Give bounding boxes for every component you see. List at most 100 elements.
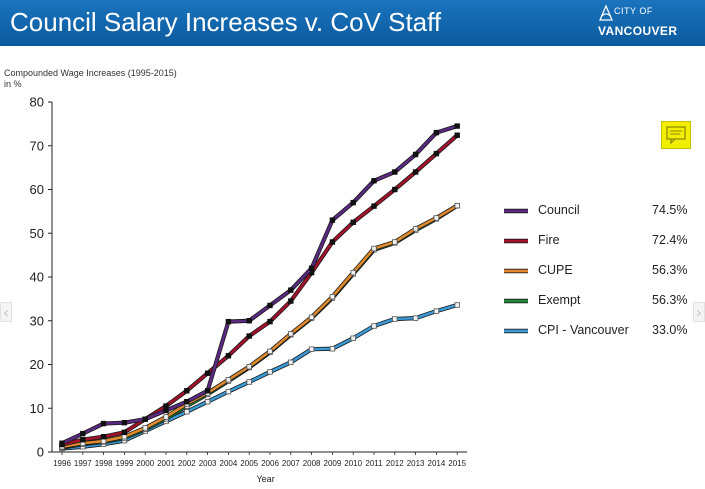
data-point-council bbox=[246, 318, 252, 324]
data-point-cupe bbox=[371, 245, 377, 252]
x-axis-label: Year bbox=[257, 474, 275, 484]
legend-value-fire: 72.4% bbox=[652, 233, 688, 247]
data-point-cpi-vancouver bbox=[433, 308, 440, 314]
x-tick-label: 2012 bbox=[386, 459, 404, 468]
x-tick-label: 2013 bbox=[407, 459, 425, 468]
data-point-fire bbox=[121, 429, 128, 436]
legend-swatch-fire bbox=[504, 238, 528, 244]
x-tick-label: 2014 bbox=[428, 459, 446, 468]
data-point-cpi-vancouver bbox=[329, 346, 336, 352]
data-point-council bbox=[204, 388, 211, 394]
data-point-council bbox=[350, 199, 356, 206]
legend-swatch-cupe bbox=[504, 268, 528, 274]
data-point-council bbox=[142, 416, 148, 422]
x-tick-label: 2001 bbox=[157, 459, 175, 468]
y-tick-label: 0 bbox=[37, 445, 44, 460]
series-line-outline-cupe bbox=[61, 203, 459, 449]
data-point-cupe bbox=[308, 314, 315, 320]
data-point-cupe bbox=[121, 433, 128, 440]
series-line-fire bbox=[61, 134, 459, 446]
x-tick-label: 2007 bbox=[282, 459, 300, 468]
data-point-council bbox=[308, 265, 315, 271]
data-point-council bbox=[163, 407, 169, 414]
data-point-cupe bbox=[454, 202, 460, 209]
y-tick-label: 70 bbox=[30, 138, 44, 153]
data-point-council bbox=[454, 123, 460, 129]
x-tick-label: 2011 bbox=[365, 459, 383, 468]
y-tick-label: 30 bbox=[30, 313, 44, 328]
city-crest-icon bbox=[599, 4, 613, 21]
data-point-cupe bbox=[288, 331, 294, 337]
data-point-council bbox=[288, 287, 294, 293]
data-point-council bbox=[80, 430, 86, 437]
data-point-cpi-vancouver bbox=[225, 388, 232, 395]
legend-label-fire: Fire bbox=[538, 233, 560, 247]
data-point-council bbox=[59, 440, 65, 446]
slide-title: Council Salary Increases v. CoV Staff bbox=[10, 7, 442, 37]
data-point-council bbox=[225, 318, 232, 325]
data-point-cupe bbox=[246, 363, 252, 370]
data-point-council bbox=[329, 217, 336, 223]
data-point-cpi-vancouver bbox=[204, 398, 211, 405]
legend-label-cupe: CUPE bbox=[538, 263, 573, 277]
data-point-fire bbox=[204, 370, 211, 376]
x-tick-label: 2003 bbox=[199, 459, 217, 468]
data-point-cupe bbox=[392, 239, 398, 245]
data-point-cpi-vancouver bbox=[371, 323, 377, 329]
data-point-cpi-vancouver bbox=[267, 369, 273, 375]
y-tick-label: 40 bbox=[30, 270, 44, 285]
data-point-council bbox=[412, 151, 419, 158]
x-tick-label: 2005 bbox=[240, 459, 258, 468]
data-point-fire bbox=[412, 169, 419, 175]
data-point-fire bbox=[329, 239, 336, 245]
data-point-council bbox=[267, 302, 273, 309]
data-point-fire bbox=[288, 298, 294, 304]
x-tick-label: 2006 bbox=[261, 459, 279, 468]
y-tick-label: 50 bbox=[30, 226, 44, 241]
x-tick-label: 2015 bbox=[448, 459, 466, 468]
y-tick-label: 60 bbox=[30, 182, 44, 197]
data-point-cpi-vancouver bbox=[308, 346, 315, 352]
legend-swatch-cpi-vancouver bbox=[504, 328, 528, 334]
data-point-council bbox=[184, 398, 190, 405]
y-tick-label: 20 bbox=[30, 357, 44, 372]
data-point-cupe bbox=[329, 293, 336, 300]
data-point-cupe bbox=[350, 269, 356, 276]
legend-label-council: Council bbox=[538, 203, 580, 217]
logo-small-text: CITY OF bbox=[614, 6, 653, 16]
data-point-cupe bbox=[100, 438, 107, 444]
x-tick-label: 2002 bbox=[178, 459, 196, 468]
series-line-outline-fire bbox=[61, 133, 459, 447]
data-point-fire bbox=[267, 318, 273, 325]
x-tick-label: 2008 bbox=[303, 459, 321, 468]
legend-swatch-exempt bbox=[504, 298, 528, 304]
logo-name: VANCOUVER bbox=[598, 24, 678, 38]
data-point-fire bbox=[454, 132, 460, 138]
series-line-cpi-vancouver bbox=[61, 303, 458, 450]
comment-icon[interactable] bbox=[661, 121, 691, 149]
legend-value-cpi-vancouver: 33.0% bbox=[652, 323, 688, 337]
data-point-cupe bbox=[142, 425, 148, 431]
data-point-council bbox=[100, 420, 107, 427]
data-point-cupe bbox=[412, 226, 419, 232]
data-point-fire bbox=[392, 186, 398, 193]
legend-value-cupe: 56.3% bbox=[652, 263, 688, 277]
data-point-fire bbox=[184, 388, 190, 394]
data-point-fire bbox=[350, 219, 356, 226]
chart-title-block: Compounded Wage Increases (1995-2015) in… bbox=[4, 68, 177, 90]
chevron-left-icon[interactable]: ‹ bbox=[0, 302, 12, 322]
data-point-cpi-vancouver bbox=[454, 302, 460, 308]
x-tick-label: 2000 bbox=[136, 459, 154, 468]
data-point-council bbox=[121, 419, 128, 426]
chart-subtitle: in % bbox=[4, 79, 22, 89]
x-tick-label: 1996 bbox=[53, 459, 71, 468]
data-point-fire bbox=[100, 433, 107, 440]
city-logo: CITY OF VANCOUVER bbox=[592, 4, 696, 42]
x-tick-label: 2010 bbox=[344, 459, 362, 468]
data-point-cpi-vancouver bbox=[392, 316, 398, 322]
data-point-cpi-vancouver bbox=[350, 335, 356, 341]
data-point-cupe bbox=[163, 414, 169, 420]
y-tick-label: 80 bbox=[30, 95, 44, 110]
data-point-cpi-vancouver bbox=[246, 379, 252, 385]
